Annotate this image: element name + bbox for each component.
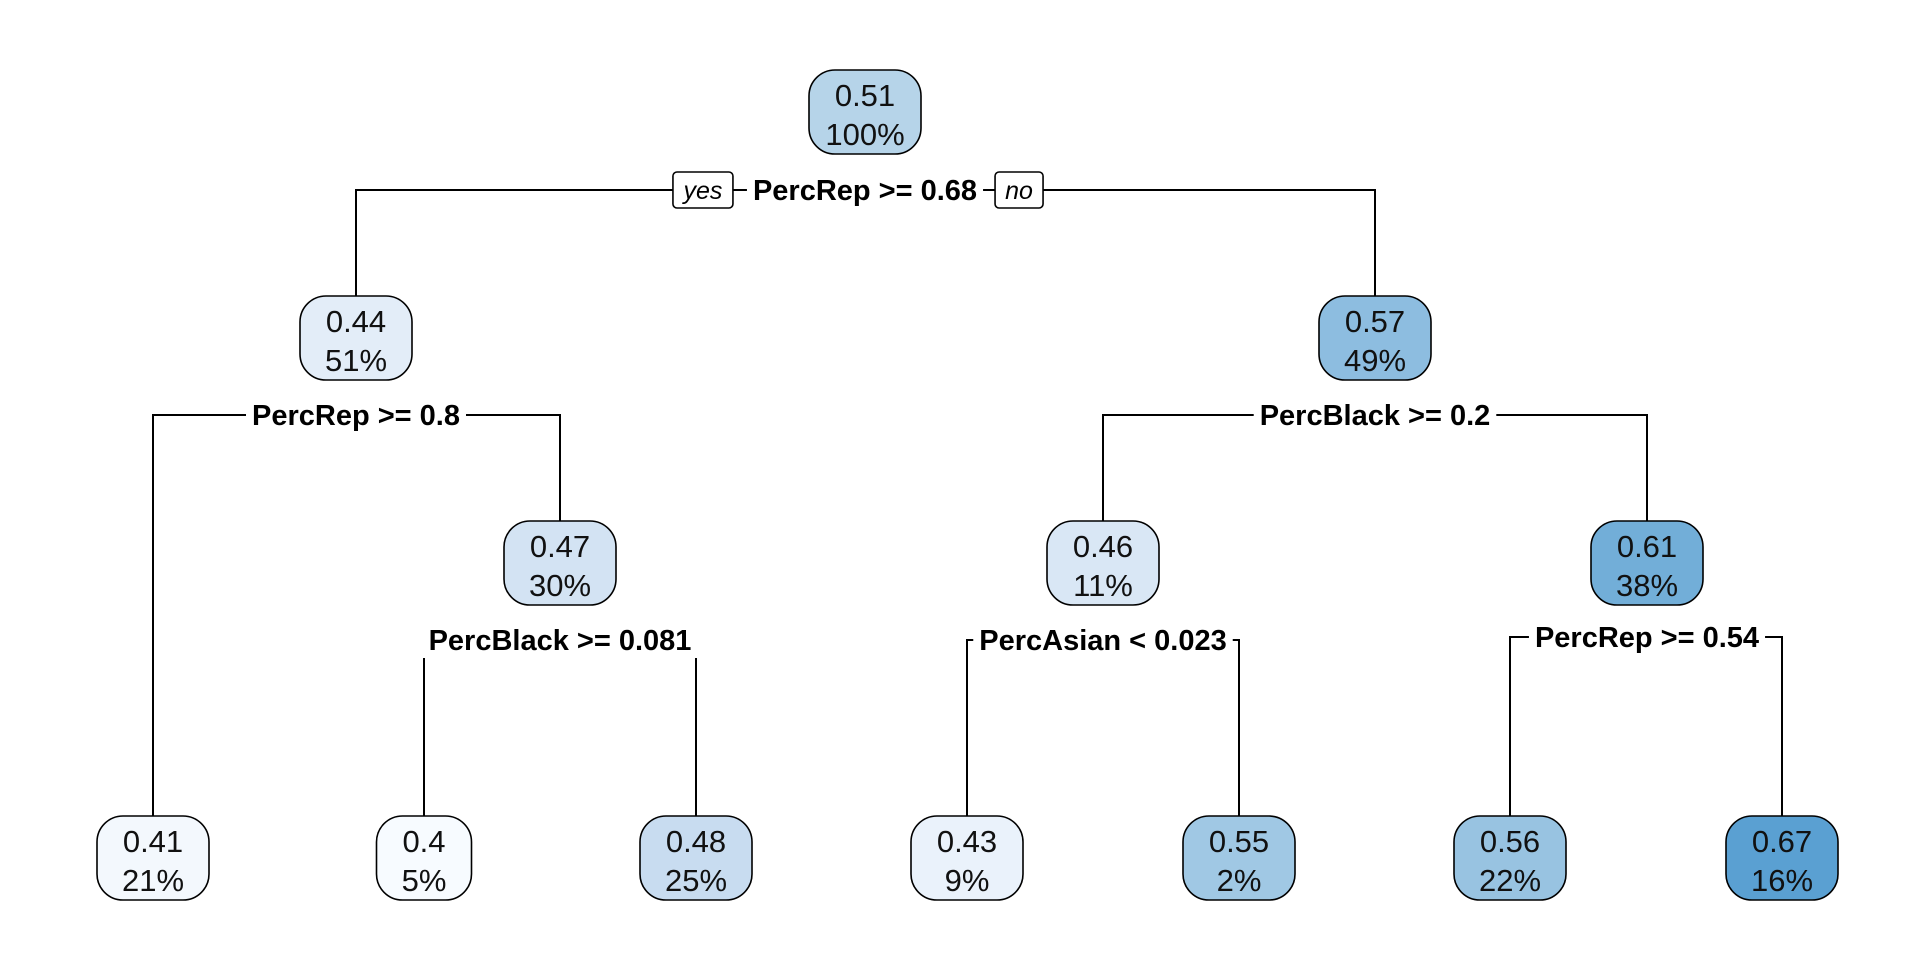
tree-node-RR: 0.61 38% xyxy=(1590,520,1704,606)
branch-tag-box xyxy=(672,171,734,209)
node-percent: 100% xyxy=(825,117,904,152)
split-label-text: PercRep >= 0.8 xyxy=(252,400,460,432)
split-edge-RR xyxy=(1509,636,1783,816)
node-box xyxy=(96,815,210,901)
tree-node-RL: 0.46 11% xyxy=(1046,520,1160,606)
branch-tag-yes: yes xyxy=(672,171,734,209)
split-label-RL: PercAsian < 0.023 xyxy=(973,622,1233,658)
node-percent: 38% xyxy=(1616,568,1678,603)
node-value: 0.47 xyxy=(530,529,590,564)
tree-node-LRR: 0.48 25% xyxy=(639,815,753,901)
node-box xyxy=(1046,520,1160,606)
node-value: 0.51 xyxy=(835,78,895,113)
split-edge-L xyxy=(152,414,561,816)
split-label-RR: PercRep >= 0.54 xyxy=(1528,619,1766,655)
node-value: 0.48 xyxy=(666,824,726,859)
node-value: 0.46 xyxy=(1073,529,1133,564)
node-percent: 5% xyxy=(402,863,447,898)
node-percent: 30% xyxy=(529,568,591,603)
node-box xyxy=(1182,815,1296,901)
node-percent: 22% xyxy=(1479,863,1541,898)
node-percent: 25% xyxy=(665,863,727,898)
edges-layer xyxy=(152,189,1783,816)
split-edge-RL xyxy=(966,639,1240,816)
tree-node-RLL: 0.43 9% xyxy=(910,815,1024,901)
node-box xyxy=(1590,520,1704,606)
branch-tag-no: no xyxy=(994,171,1044,209)
node-value: 0.44 xyxy=(326,304,386,339)
node-value: 0.56 xyxy=(1480,824,1540,859)
tree-node-LR: 0.47 30% xyxy=(503,520,617,606)
split-label-R: PercBlack >= 0.2 xyxy=(1253,397,1497,433)
split-labels-layer: PercRep >= 0.68 PercRep >= 0.8 PercBlack >… xyxy=(246,171,1766,658)
split-edge-LR xyxy=(423,639,697,816)
split-label-root: PercRep >= 0.68 xyxy=(746,172,984,208)
tree-node-RLR: 0.55 2% xyxy=(1182,815,1296,901)
split-label-text: PercBlack >= 0.081 xyxy=(429,625,692,657)
node-box xyxy=(503,520,617,606)
node-box xyxy=(1453,815,1567,901)
tree-node-L: 0.44 51% xyxy=(299,295,413,381)
node-value: 0.4 xyxy=(402,824,445,859)
node-value: 0.55 xyxy=(1209,824,1269,859)
branch-tag-box xyxy=(994,171,1044,209)
tree-node-RRL: 0.56 22% xyxy=(1453,815,1567,901)
node-value: 0.43 xyxy=(937,824,997,859)
split-label-text: PercBlack >= 0.2 xyxy=(1260,400,1491,432)
node-box xyxy=(808,69,922,155)
node-percent: 51% xyxy=(325,343,387,378)
nodes-layer: 0.51 100% 0.44 51% 0.57 49% 0.47 30% 0.46 11% 0.61… xyxy=(96,69,1839,901)
node-box xyxy=(639,815,753,901)
node-value: 0.41 xyxy=(123,824,183,859)
node-percent: 21% xyxy=(122,863,184,898)
split-label-L: PercRep >= 0.8 xyxy=(246,397,466,433)
node-value: 0.57 xyxy=(1345,304,1405,339)
node-percent: 16% xyxy=(1751,863,1813,898)
split-label-text: PercRep >= 0.68 xyxy=(753,175,977,207)
node-value: 0.67 xyxy=(1752,824,1812,859)
split-label-LR: PercBlack >= 0.081 xyxy=(422,622,698,658)
node-percent: 11% xyxy=(1073,568,1133,603)
node-percent: 49% xyxy=(1344,343,1406,378)
split-label-bg xyxy=(973,622,1233,658)
tree-node-R: 0.57 49% xyxy=(1318,295,1432,381)
tree-node-LRL: 0.45% xyxy=(375,815,473,901)
branch-tag-text: yes xyxy=(681,177,722,205)
split-label-text: PercRep >= 0.54 xyxy=(1535,622,1759,654)
split-label-bg xyxy=(246,397,466,433)
node-percent: 2% xyxy=(1217,863,1262,898)
branch-tag-text: no xyxy=(1005,177,1033,205)
node-box xyxy=(1725,815,1839,901)
node-box xyxy=(299,295,413,381)
tree-node-RRR: 0.67 16% xyxy=(1725,815,1839,901)
tree-node-root: 0.51 100% xyxy=(808,69,922,155)
node-value: 0.61 xyxy=(1617,529,1677,564)
node-box xyxy=(1318,295,1432,381)
node-box xyxy=(910,815,1024,901)
split-label-bg xyxy=(746,172,984,208)
split-label-bg xyxy=(422,622,698,658)
node-percent: 9% xyxy=(945,863,990,898)
tree-node-LL: 0.41 21% xyxy=(96,815,210,901)
split-label-bg xyxy=(1253,397,1497,433)
split-label-bg xyxy=(1528,619,1766,655)
split-label-text: PercAsian < 0.023 xyxy=(979,625,1226,657)
node-box xyxy=(375,815,473,901)
